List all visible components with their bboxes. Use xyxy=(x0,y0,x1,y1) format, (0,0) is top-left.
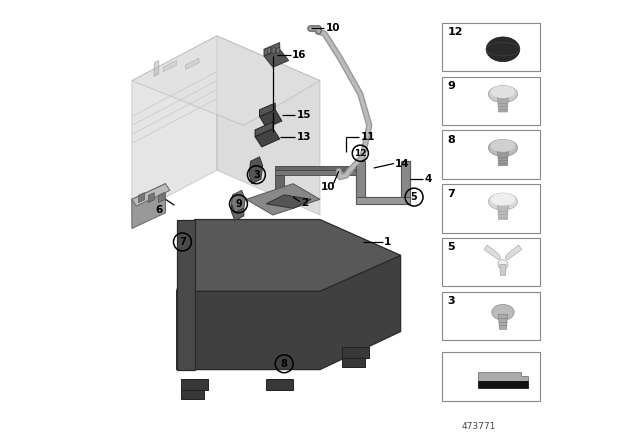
Polygon shape xyxy=(276,47,280,54)
Polygon shape xyxy=(163,60,177,72)
Polygon shape xyxy=(154,60,159,76)
Text: 2: 2 xyxy=(301,198,308,208)
FancyBboxPatch shape xyxy=(442,352,540,401)
Polygon shape xyxy=(132,184,170,206)
Polygon shape xyxy=(177,220,401,291)
Text: 15: 15 xyxy=(297,110,311,120)
Polygon shape xyxy=(272,47,275,54)
Polygon shape xyxy=(181,390,204,399)
Polygon shape xyxy=(356,197,410,204)
Polygon shape xyxy=(264,49,289,67)
Text: 9: 9 xyxy=(447,81,455,91)
Polygon shape xyxy=(478,381,527,388)
FancyBboxPatch shape xyxy=(442,292,540,340)
Text: 10: 10 xyxy=(326,23,340,33)
Polygon shape xyxy=(158,193,164,202)
Ellipse shape xyxy=(488,139,518,156)
Polygon shape xyxy=(497,204,508,220)
Polygon shape xyxy=(356,161,410,197)
Ellipse shape xyxy=(491,193,515,206)
Polygon shape xyxy=(342,347,369,358)
FancyBboxPatch shape xyxy=(442,77,540,125)
Polygon shape xyxy=(401,161,410,197)
Text: 4: 4 xyxy=(424,174,432,184)
Text: 1: 1 xyxy=(384,237,391,247)
Ellipse shape xyxy=(491,139,515,152)
Polygon shape xyxy=(148,193,154,202)
Ellipse shape xyxy=(492,305,514,320)
Polygon shape xyxy=(268,47,271,54)
Text: 12: 12 xyxy=(447,27,463,37)
Text: 9: 9 xyxy=(235,199,242,209)
Polygon shape xyxy=(217,36,320,215)
Text: 7: 7 xyxy=(179,237,186,247)
Text: 5: 5 xyxy=(411,192,417,202)
Polygon shape xyxy=(231,204,244,220)
Text: 14: 14 xyxy=(396,159,410,168)
Text: 5: 5 xyxy=(447,242,455,252)
Polygon shape xyxy=(505,245,522,260)
Polygon shape xyxy=(132,36,320,125)
Text: 8: 8 xyxy=(281,359,287,369)
Polygon shape xyxy=(264,43,280,56)
Polygon shape xyxy=(266,195,311,208)
Text: 3: 3 xyxy=(253,170,260,180)
Polygon shape xyxy=(497,150,508,166)
Polygon shape xyxy=(246,184,320,215)
Text: 3: 3 xyxy=(447,296,455,306)
Text: 12: 12 xyxy=(354,149,367,158)
Polygon shape xyxy=(266,379,293,390)
Polygon shape xyxy=(255,122,273,137)
Polygon shape xyxy=(497,96,508,112)
Polygon shape xyxy=(177,255,401,370)
Polygon shape xyxy=(275,175,284,193)
Polygon shape xyxy=(275,166,401,170)
Polygon shape xyxy=(500,264,506,276)
Polygon shape xyxy=(392,175,401,193)
Polygon shape xyxy=(132,36,217,215)
Polygon shape xyxy=(260,110,282,128)
Polygon shape xyxy=(231,190,245,213)
Text: 13: 13 xyxy=(297,132,311,142)
Ellipse shape xyxy=(486,37,520,61)
Ellipse shape xyxy=(491,86,515,98)
FancyBboxPatch shape xyxy=(442,184,540,233)
Polygon shape xyxy=(275,170,401,175)
Text: 7: 7 xyxy=(447,189,455,198)
Ellipse shape xyxy=(488,86,518,103)
Polygon shape xyxy=(484,245,500,260)
FancyBboxPatch shape xyxy=(442,238,540,286)
Polygon shape xyxy=(260,103,275,116)
Text: 8: 8 xyxy=(447,135,455,145)
Ellipse shape xyxy=(488,193,518,210)
Polygon shape xyxy=(255,129,280,147)
Polygon shape xyxy=(499,314,508,329)
Polygon shape xyxy=(186,58,199,69)
Polygon shape xyxy=(356,161,365,197)
Polygon shape xyxy=(181,379,208,390)
Polygon shape xyxy=(132,184,165,228)
Polygon shape xyxy=(342,358,365,367)
Text: 473771: 473771 xyxy=(462,422,496,431)
Polygon shape xyxy=(365,161,401,197)
Ellipse shape xyxy=(498,259,508,269)
Polygon shape xyxy=(249,157,262,184)
Text: 6: 6 xyxy=(155,205,163,215)
Polygon shape xyxy=(139,193,145,202)
Text: 11: 11 xyxy=(361,132,376,142)
FancyBboxPatch shape xyxy=(442,130,540,179)
Text: 10: 10 xyxy=(321,182,336,192)
Text: 16: 16 xyxy=(292,50,307,60)
FancyBboxPatch shape xyxy=(442,23,540,71)
Polygon shape xyxy=(177,220,195,370)
Polygon shape xyxy=(478,372,527,381)
